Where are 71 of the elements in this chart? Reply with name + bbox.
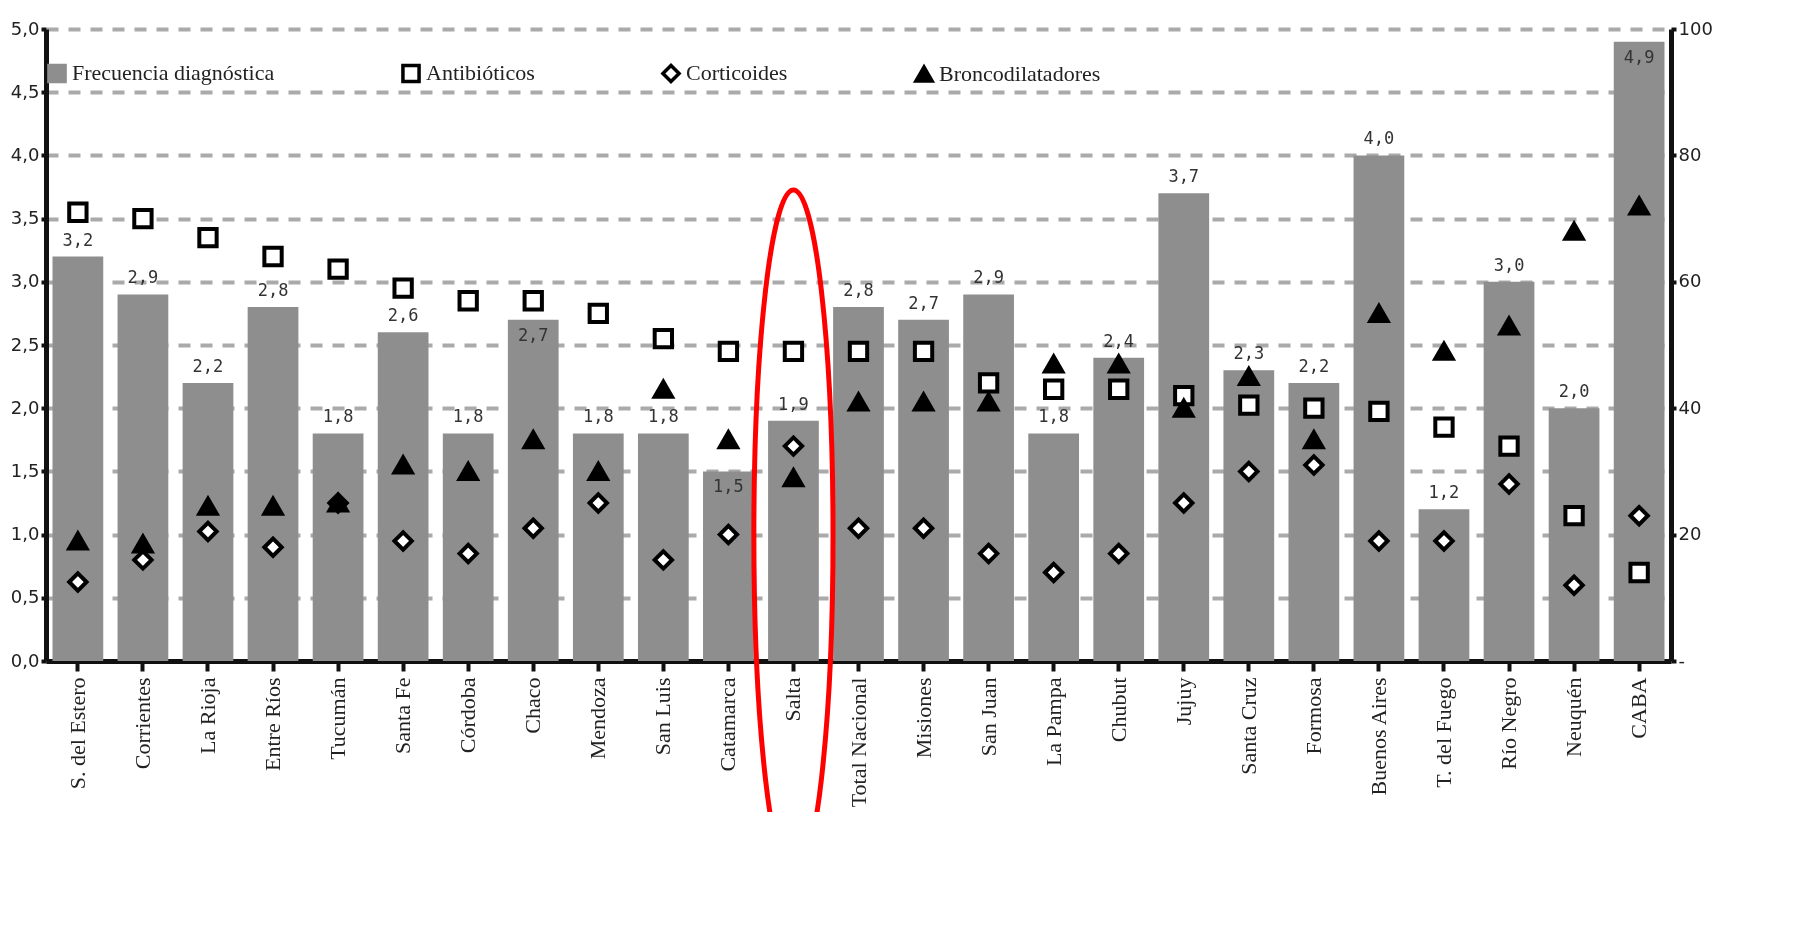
data-label: 3,7 (1168, 166, 1200, 187)
x-tick-label: Chubut (1105, 677, 1131, 743)
data-label: 2,9 (127, 267, 159, 288)
x-tick-label: T. del Fuego (1430, 677, 1456, 788)
data-label: 1,8 (452, 406, 484, 427)
x-tick-label: Corrientes (129, 677, 155, 770)
y2-tick-label: 80 (1678, 143, 1702, 165)
y2-tick-label: 100 (1678, 17, 1713, 39)
data-label: 1,5 (713, 476, 744, 497)
y2-tick-label: 60 (1678, 270, 1702, 292)
x-tick-label: Santa Cruz (1235, 677, 1261, 775)
data-label: 4,0 (1363, 128, 1395, 149)
data-label: 2,7 (517, 324, 549, 345)
x-tick-label: Buenos Aires (1365, 677, 1391, 796)
x-tick-label: La Rioja (194, 677, 220, 754)
x-tick-label: Jujuy (1170, 677, 1196, 726)
y2-tick-label: - (1678, 649, 1685, 671)
data-label: 3,2 (62, 229, 94, 250)
data-label: 4,9 (1623, 46, 1655, 67)
x-tick-label: Río Negro (1496, 677, 1522, 770)
legend-label: Frecuencia diagnóstica (72, 60, 275, 86)
y-tick-label: 1,5 (10, 459, 40, 481)
y-tick-label: 4,5 (10, 80, 40, 102)
data-label: 3,0 (1493, 254, 1525, 275)
x-tick-label: San Luis (650, 677, 676, 756)
y-tick-label: 2,5 (10, 333, 40, 355)
y2-tick-label: 40 (1678, 396, 1702, 418)
x-tick-label: CABA (1626, 677, 1652, 739)
data-label: 1,8 (647, 406, 679, 427)
x-tick-label: San Juan (975, 677, 1001, 757)
y-tick-label: 3,5 (10, 207, 40, 229)
y-tick-label: 4,0 (10, 143, 40, 165)
data-label: 2,9 (973, 267, 1004, 288)
data-label: 2,2 (192, 355, 224, 376)
x-tick-label: Chaco (520, 677, 546, 734)
x-tick-label: Salta (780, 677, 806, 722)
data-label: 1,9 (778, 393, 809, 414)
x-tick-label: Catamarca (715, 677, 741, 772)
y-tick-label: 1,0 (10, 523, 40, 545)
legend-label: Broncodilatadores (939, 61, 1101, 87)
y-tick-label: 5,0 (10, 17, 40, 39)
y-tick-label: 0,5 (10, 586, 40, 608)
data-label: 1,8 (322, 406, 354, 427)
x-tick-label: Santa Fe (390, 677, 416, 754)
data-label: 1,8 (582, 406, 614, 427)
legend-label: Antibióticos (426, 60, 535, 86)
data-label: 2,8 (843, 280, 874, 301)
data-label: 1,2 (1428, 482, 1460, 503)
data-label: 2,7 (908, 292, 939, 313)
legend-label: Corticoides (686, 60, 788, 86)
x-tick-label: Mendoza (585, 677, 611, 760)
y-tick-label: 0,0 (10, 649, 40, 671)
x-tick-label: Misiones (910, 677, 936, 759)
data-label: 2,2 (1298, 355, 1330, 376)
data-label: 2,6 (387, 305, 419, 326)
x-tick-label: Entre Ríos (260, 677, 286, 771)
data-label: 2,3 (1233, 343, 1265, 364)
x-tick-label: Córdoba (455, 677, 481, 754)
x-tick-label: Total Nacional (845, 677, 871, 808)
y2-tick-label: 20 (1678, 523, 1702, 545)
x-tick-label: Tucumán (325, 677, 351, 760)
x-tick-label: La Pampa (1040, 677, 1066, 767)
y-tick-label: 2,0 (10, 396, 40, 418)
y-tick-label: 3,0 (10, 270, 40, 292)
data-label: 2,8 (257, 280, 289, 301)
data-label: 2,0 (1558, 381, 1590, 402)
x-tick-label: Neuquén (1561, 677, 1587, 757)
x-tick-label: S. del Estero (64, 677, 90, 790)
data-label: 1,8 (1038, 406, 1070, 427)
x-tick-label: Formosa (1300, 677, 1326, 755)
data-label: 2,4 (1103, 330, 1135, 351)
